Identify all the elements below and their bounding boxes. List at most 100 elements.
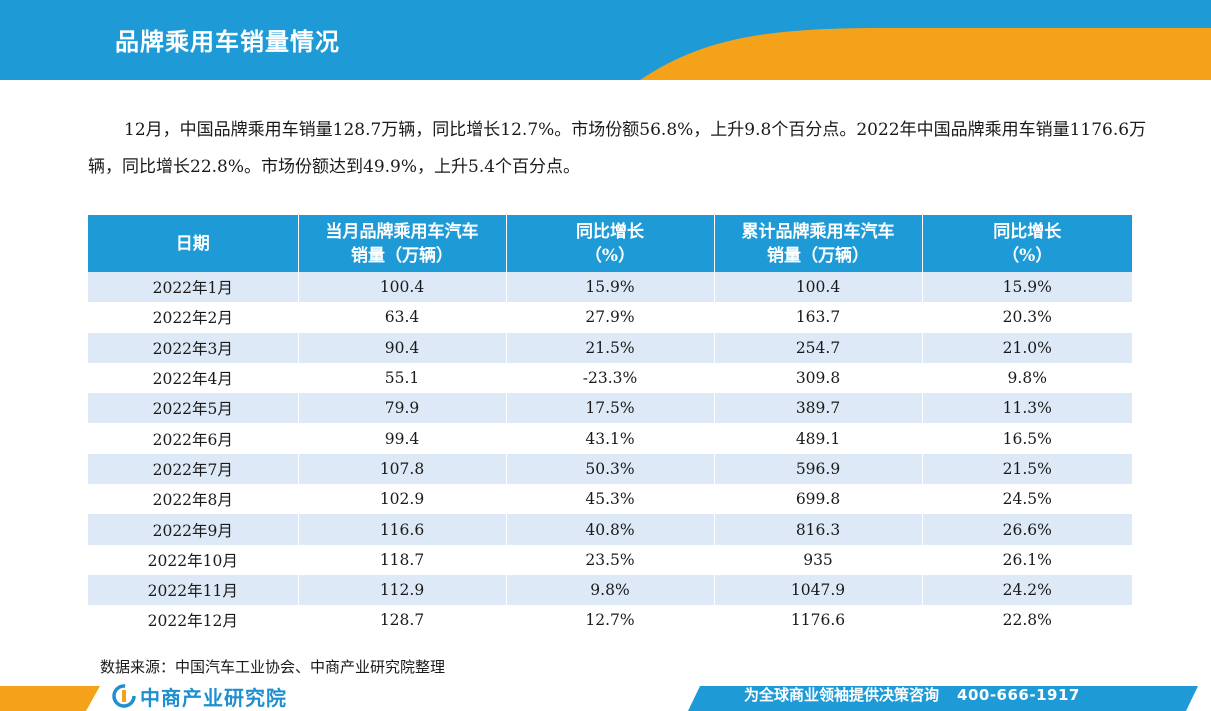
cell-date: 2022年10月 <box>88 544 299 575</box>
cell-monthly-sales: 99.4 <box>298 423 507 454</box>
header-cumulative-sales: 累计品牌乘用车汽车 销量（万辆） <box>714 215 923 272</box>
header-monthly-yoy-line1: 同比增长 <box>576 221 644 242</box>
sales-table: 日期 当月品牌乘用车汽车 销量（万辆） 同比增长 （%） 累计品牌乘用车汽车 销… <box>88 215 1132 636</box>
cell-cumulative-sales: 1176.6 <box>714 605 923 636</box>
intro-text: 12月，中国品牌乘用车销量128.7万辆，同比增长12.7%。市场份额56.8%… <box>88 120 1147 177</box>
header-monthly-sales-line1: 当月品牌乘用车汽车 <box>325 221 479 242</box>
cell-cumulative-yoy: 15.9% <box>922 272 1132 303</box>
cell-monthly-yoy: 17.5% <box>506 393 715 424</box>
header-background <box>0 0 1211 80</box>
cell-cumulative-yoy: 21.0% <box>922 332 1132 363</box>
cell-cumulative-sales: 489.1 <box>714 423 923 454</box>
table-row: 2022年8月 102.9 45.3% 699.8 24.5% <box>88 484 1132 515</box>
header-monthly-sales-line2: 销量（万辆） <box>351 245 453 266</box>
table-row: 2022年5月 79.9 17.5% 389.7 11.3% <box>88 393 1132 424</box>
footer-background <box>0 686 1198 711</box>
table-row: 2022年4月 55.1 -23.3% 309.8 9.8% <box>88 362 1132 394</box>
cell-monthly-sales: 102.9 <box>298 484 507 515</box>
cell-cumulative-yoy: 26.1% <box>922 544 1132 575</box>
footer-slogan: 为全球商业领袖提供决策咨询 400-666-1917 <box>744 684 1080 705</box>
cell-cumulative-yoy: 26.6% <box>922 514 1132 545</box>
cell-cumulative-yoy: 24.5% <box>922 484 1132 515</box>
company-logo-icon <box>112 684 136 708</box>
table-header-row: 日期 当月品牌乘用车汽车 销量（万辆） 同比增长 （%） 累计品牌乘用车汽车 销… <box>88 215 1132 272</box>
cell-monthly-yoy: 23.5% <box>506 544 715 575</box>
table-row: 2022年7月 107.8 50.3% 596.9 21.5% <box>88 453 1132 485</box>
header-date: 日期 <box>88 215 299 272</box>
cell-date: 2022年7月 <box>88 453 299 485</box>
cell-monthly-yoy: 15.9% <box>506 272 715 303</box>
cell-monthly-sales: 107.8 <box>298 453 507 485</box>
cell-date: 2022年6月 <box>88 423 299 454</box>
header-monthly-sales: 当月品牌乘用车汽车 销量（万辆） <box>298 215 507 272</box>
slogan-text: 为全球商业领袖提供决策咨询 <box>744 686 940 704</box>
cell-cumulative-sales: 699.8 <box>714 484 923 515</box>
cell-cumulative-sales: 389.7 <box>714 393 923 424</box>
cell-cumulative-sales: 163.7 <box>714 302 923 333</box>
cell-monthly-yoy: 9.8% <box>506 574 715 606</box>
cell-date: 2022年3月 <box>88 332 299 363</box>
company-logo-text: 中商产业研究院 <box>140 685 287 710</box>
table-row: 2022年9月 116.6 40.8% 816.3 26.6% <box>88 514 1132 545</box>
cell-monthly-sales: 128.7 <box>298 605 507 636</box>
cell-date: 2022年9月 <box>88 514 299 545</box>
cell-cumulative-yoy: 22.8% <box>922 605 1132 636</box>
header-banner: 品牌乘用车销量情况 <box>0 0 1211 80</box>
header-cumulative-yoy-line1: 同比增长 <box>993 221 1062 242</box>
cell-date: 2022年1月 <box>88 272 299 303</box>
intro-paragraph: 12月，中国品牌乘用车销量128.7万辆，同比增长12.7%。市场份额56.8%… <box>88 112 1148 186</box>
cell-monthly-sales: 90.4 <box>298 332 507 363</box>
header-cumulative-yoy: 同比增长 （%） <box>922 215 1132 272</box>
phone-number: 400-666-1917 <box>957 686 1080 704</box>
cell-date: 2022年2月 <box>88 302 299 333</box>
cell-monthly-yoy: 45.3% <box>506 484 715 515</box>
source-note: 数据来源：中国汽车工业协会、中商产业研究院整理 <box>100 658 446 676</box>
cell-monthly-yoy: 21.5% <box>506 332 715 363</box>
cell-monthly-sales: 63.4 <box>298 302 507 333</box>
cell-cumulative-yoy: 9.8% <box>922 362 1132 394</box>
table-row: 2022年11月 112.9 9.8% 1047.9 24.2% <box>88 574 1132 606</box>
cell-cumulative-yoy: 16.5% <box>922 423 1132 454</box>
cell-cumulative-sales: 935 <box>714 544 923 575</box>
table-row: 2022年10月 118.7 23.5% 935 26.1% <box>88 544 1132 575</box>
cell-monthly-sales: 55.1 <box>298 362 507 394</box>
cell-monthly-sales: 116.6 <box>298 514 507 545</box>
cell-monthly-yoy: 50.3% <box>506 453 715 485</box>
cell-monthly-yoy: 40.8% <box>506 514 715 545</box>
cell-cumulative-yoy: 11.3% <box>922 393 1132 424</box>
table-row: 2022年12月 128.7 12.7% 1176.6 22.8% <box>88 605 1132 636</box>
header-monthly-yoy: 同比增长 （%） <box>506 215 715 272</box>
table-row: 2022年1月 100.4 15.9% 100.4 15.9% <box>88 272 1132 303</box>
header-cumulative-yoy-line2: （%） <box>1002 245 1053 266</box>
cell-cumulative-sales: 1047.9 <box>714 574 923 606</box>
table-row: 2022年2月 63.4 27.9% 163.7 20.3% <box>88 302 1132 333</box>
table-row: 2022年6月 99.4 43.1% 489.1 16.5% <box>88 423 1132 454</box>
cell-cumulative-yoy: 21.5% <box>922 453 1132 485</box>
cell-date: 2022年4月 <box>88 362 299 394</box>
header-cumulative-sales-line2: 销量（万辆） <box>767 245 869 266</box>
header-monthly-yoy-line2: （%） <box>584 245 636 266</box>
cell-cumulative-sales: 254.7 <box>714 332 923 363</box>
cell-monthly-sales: 112.9 <box>298 574 507 606</box>
cell-date: 2022年11月 <box>88 574 299 606</box>
header-cumulative-sales-line1: 累计品牌乘用车汽车 <box>741 221 895 242</box>
cell-monthly-yoy: 27.9% <box>506 302 715 333</box>
page-title: 品牌乘用车销量情况 <box>115 28 340 56</box>
cell-cumulative-sales: 100.4 <box>714 272 923 303</box>
cell-cumulative-yoy: 24.2% <box>922 574 1132 606</box>
cell-date: 2022年8月 <box>88 484 299 515</box>
cell-cumulative-yoy: 20.3% <box>922 302 1132 333</box>
cell-monthly-sales: 100.4 <box>298 272 507 303</box>
cell-cumulative-sales: 596.9 <box>714 453 923 485</box>
cell-cumulative-sales: 309.8 <box>714 362 923 394</box>
table-row: 2022年3月 90.4 21.5% 254.7 21.0% <box>88 332 1132 363</box>
cell-monthly-sales: 118.7 <box>298 544 507 575</box>
cell-monthly-yoy: 12.7% <box>506 605 715 636</box>
footer-bar <box>0 680 1211 711</box>
cell-date: 2022年12月 <box>88 605 299 636</box>
cell-monthly-yoy: 43.1% <box>506 423 715 454</box>
cell-monthly-sales: 79.9 <box>298 393 507 424</box>
cell-date: 2022年5月 <box>88 393 299 424</box>
cell-monthly-yoy: -23.3% <box>506 362 715 394</box>
company-logo: 中商产业研究院 <box>112 683 287 710</box>
